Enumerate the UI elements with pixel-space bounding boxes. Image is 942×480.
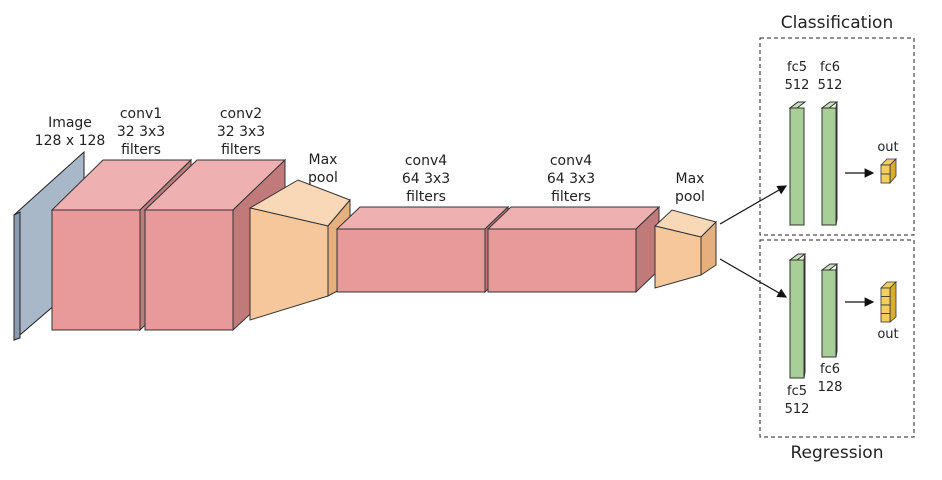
cls-out-label: out	[877, 140, 898, 155]
maxpool2-label-line2: pool	[675, 189, 705, 205]
reg-fc5-front	[789, 259, 805, 379]
maxpool1-front	[249, 207, 329, 321]
conv4b-block	[486, 205, 661, 294]
reg-out-cubes	[880, 281, 897, 323]
conv4b-label-line3: filters	[551, 189, 591, 205]
regression-box	[759, 239, 915, 438]
reg-fc5-layer	[788, 253, 807, 379]
conv4b-front	[487, 228, 637, 293]
reg-fc6-label-line1: fc6	[820, 362, 840, 377]
maxpool2-front	[654, 225, 702, 289]
branch-arrow-classification	[719, 185, 788, 225]
reg-fc5-top	[788, 253, 807, 261]
conv4a-label-line1: conv4	[405, 153, 447, 169]
cls-fc6-front	[821, 107, 837, 226]
cls-fc5-layer	[788, 101, 807, 226]
conv4b-top	[486, 206, 661, 230]
cls-fc5-front	[789, 107, 805, 226]
conv4b-label-line2: 64 3x3	[547, 171, 595, 187]
input-image-edge	[13, 211, 21, 341]
maxpool1-label-line2: pool	[308, 170, 338, 186]
reg-out-cube-4	[880, 313, 891, 323]
regression-title: Regression	[791, 443, 884, 463]
reg-out-side	[889, 281, 897, 323]
cls-fc5-label-line2: 512	[785, 78, 810, 93]
maxpool1-label-line1: Max	[309, 152, 338, 168]
reg-out-cube-2	[880, 296, 891, 306]
cls-fc6-top	[820, 101, 839, 109]
conv4a-block	[335, 205, 510, 294]
conv4b-label-line1: conv4	[550, 153, 592, 169]
classification-title: Classification	[781, 13, 893, 33]
conv4a-top	[335, 206, 510, 230]
cls-fc6-layer	[820, 101, 839, 226]
cls-out-cube-1	[880, 164, 891, 175]
input-label-line1: Image	[48, 115, 92, 131]
conv1-front	[51, 209, 141, 331]
reg-out-label: out	[877, 327, 898, 342]
conv1-label-line3: filters	[121, 142, 161, 158]
cls-fc6-label-line2: 512	[818, 78, 843, 93]
reg-fc6-top	[820, 263, 839, 271]
input-label-line2: 128 x 128	[35, 133, 106, 149]
conv2-label-line2: 32 3x3	[217, 124, 265, 140]
conv1-label-line2: 32 3x3	[117, 124, 165, 140]
cls-fc5-label-line1: fc5	[787, 60, 807, 75]
conv1-label-line1: conv1	[120, 106, 162, 122]
conv4a-label-line2: 64 3x3	[402, 171, 450, 187]
reg-fc6-front	[821, 269, 837, 358]
reg-out-cube-3	[880, 304, 891, 314]
cls-fc5-top	[788, 101, 807, 109]
cls-out-cube-2	[880, 173, 891, 184]
conv2-label-line1: conv2	[220, 106, 262, 122]
cls-out-cubes	[880, 158, 897, 185]
reg-fc5-label-line1: fc5	[787, 384, 807, 399]
maxpool2-label-line1: Max	[676, 171, 705, 187]
conv4a-front	[336, 228, 486, 293]
conv2-label-line3: filters	[221, 142, 261, 158]
reg-fc6-label-line2: 128	[818, 380, 843, 395]
maxpool1-block	[248, 179, 351, 321]
maxpool2-block	[653, 209, 717, 289]
branch-arrow-regression	[719, 258, 788, 298]
cls-fc6-label-line1: fc6	[820, 60, 840, 75]
conv2-front	[144, 209, 234, 331]
classification-box	[759, 37, 915, 236]
reg-fc5-label-line2: 512	[785, 402, 810, 417]
reg-out-cube-1	[880, 287, 891, 297]
reg-fc6-layer	[820, 263, 839, 358]
conv4a-label-line3: filters	[406, 189, 446, 205]
